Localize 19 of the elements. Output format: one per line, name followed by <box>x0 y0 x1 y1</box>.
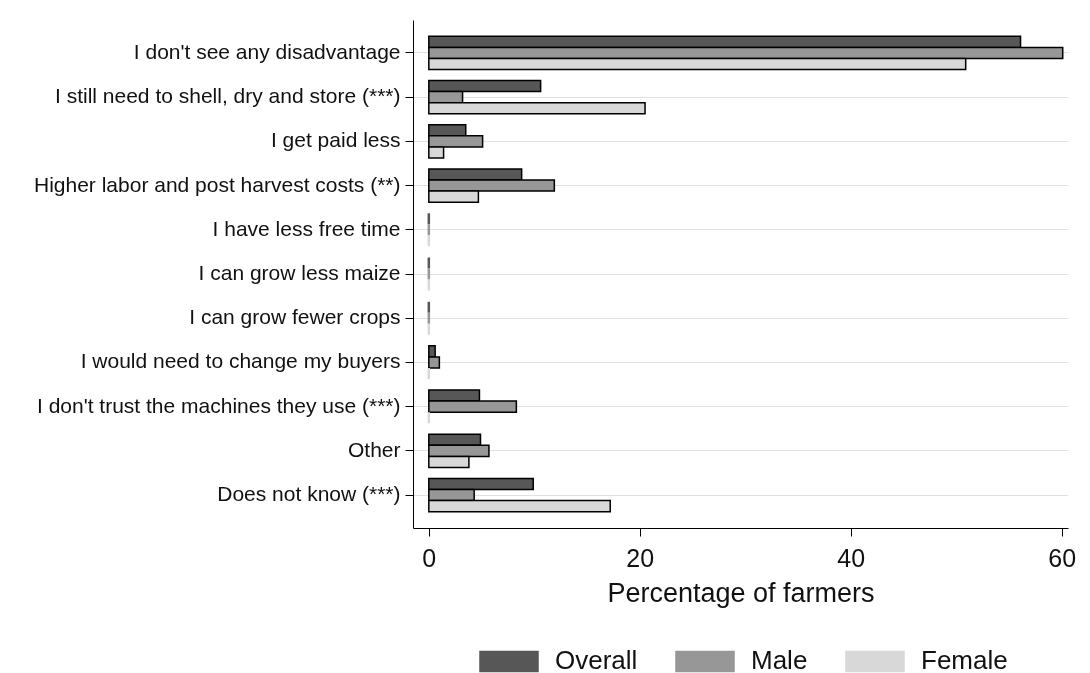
y-tick-label: I can grow less maize <box>198 261 401 284</box>
legend-label: Female <box>921 645 1008 673</box>
x-tick-label: 0 <box>422 543 437 572</box>
y-tick-label: I still need to shell, dry and store (***) <box>55 84 401 108</box>
y-tick-label: I would need to change my buyers <box>80 349 401 373</box>
y-tick-label: I don't trust the machines they use (***) <box>36 393 401 417</box>
legend-label: Male <box>751 645 808 673</box>
y-tick-label: Higher labor and post harvest costs (**) <box>33 172 401 196</box>
x-tick-label: 20 <box>626 543 655 572</box>
legend-label: Overall <box>555 645 638 673</box>
y-tick-label: Does not know (***) <box>217 482 401 506</box>
x-tick-label: 40 <box>837 543 866 572</box>
y-tick-label: I have less free time <box>212 216 401 240</box>
x-tick-label: 60 <box>1048 543 1077 572</box>
y-tick-label: I don't see any disadvantage <box>133 39 401 63</box>
x-axis-title: Percentage of farmers <box>607 577 875 608</box>
y-tick-label: I can grow fewer crops <box>189 305 401 329</box>
y-tick-label: I get paid less <box>270 128 401 152</box>
y-tick-label: Other <box>347 437 401 461</box>
